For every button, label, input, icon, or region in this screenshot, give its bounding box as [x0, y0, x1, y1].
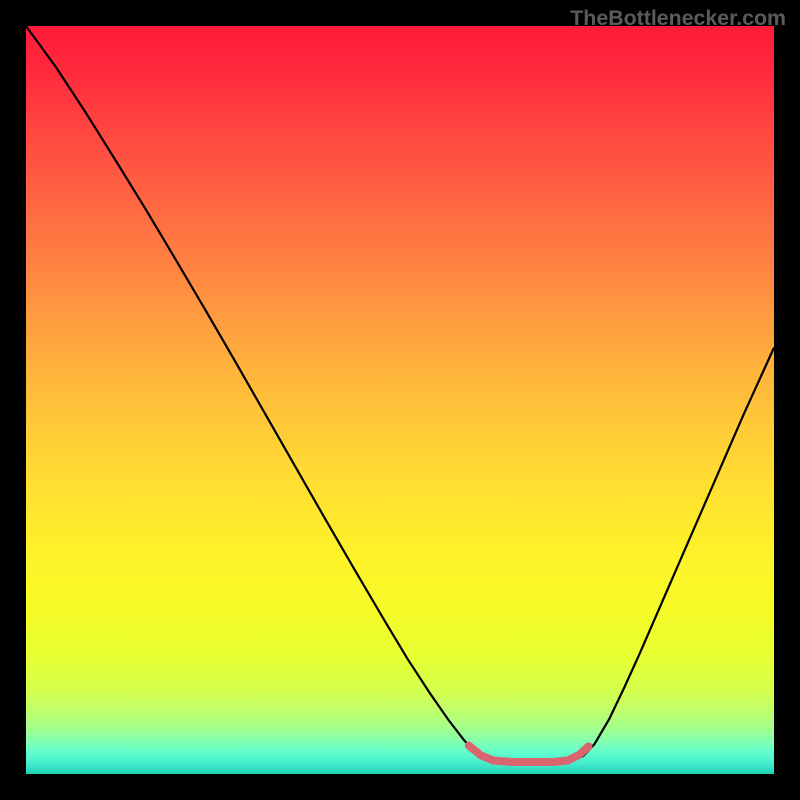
- watermark-text: TheBottlenecker.com: [570, 6, 786, 31]
- chart-container: TheBottlenecker.com: [0, 0, 800, 800]
- bottleneck-chart: [0, 0, 800, 800]
